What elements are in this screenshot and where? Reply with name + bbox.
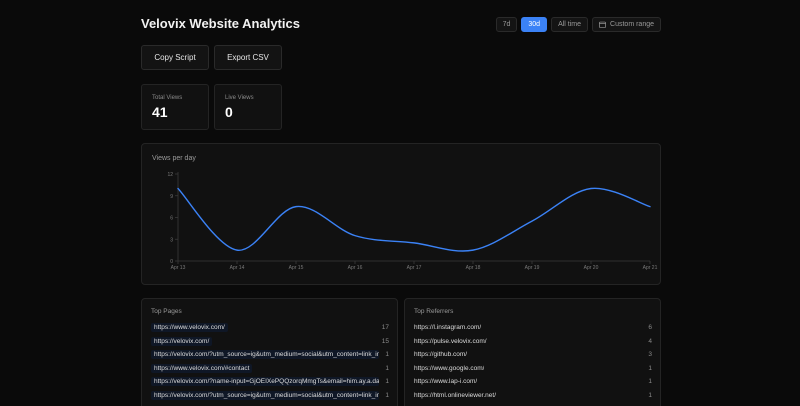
range-30d-button[interactable]: 30d [521,17,548,32]
referrer-url: https://html.onlineviewer.net/ [414,391,497,399]
total-views-value: 41 [152,104,168,120]
referrer-count: 1 [648,391,652,399]
list-item[interactable]: https://www.google.com/1 [414,362,652,376]
top-referrers-title: Top Referrers [414,308,454,315]
stats-row: Total Views 41 Live Views 0 [141,84,282,130]
referrer-url: https://www.google.com/ [414,364,485,372]
top-referrers-panel: Top Referrers https://l.instagram.com/6 … [404,298,661,406]
list-item[interactable]: https://l.instagram.com/6 [414,321,652,335]
list-item[interactable]: https://velovix.com/?utm_source=ig&utm_m… [151,348,389,362]
list-item[interactable]: https://github.com/3 [414,348,652,362]
x-tick-label: Apr 17 [407,265,422,271]
page-count: 1 [385,351,389,359]
list-item[interactable]: https://www.velovix.com/#contact 1 [151,362,389,376]
data-point [236,249,238,251]
range-7d-label: 7d [502,21,511,28]
data-point [649,205,651,207]
action-bar: Copy Script Export CSV [141,45,282,70]
referrer-count: 1 [648,378,652,386]
range-custom-button[interactable]: Custom range [592,17,661,32]
x-tick-label: Apr 16 [348,265,363,271]
data-point [590,187,592,189]
list-item[interactable]: https://velovix.com/?utm_source=ig&utm_m… [151,389,389,403]
y-tick-label: 12 [167,172,173,178]
page-url: https://velovix.com/?utm_source=ig&utm_m… [151,390,380,400]
views-series-line [177,187,651,252]
range-all-time-label: All time [558,21,582,28]
data-point [177,187,179,189]
list-item[interactable]: https://velovix.com/?name-input=GjOEIXeP… [151,375,389,389]
x-tick-label: Apr 18 [466,265,481,271]
x-tick-label: Apr 14 [230,265,245,271]
range-30d-label: 30d [528,21,541,28]
list-item[interactable]: https://www.lap-i.com/1 [414,375,652,389]
page-url: https://velovix.com/?utm_source=ig&utm_m… [151,350,380,360]
x-tick-label: Apr 13 [171,265,186,271]
range-7d-button[interactable]: 7d [495,17,518,32]
referrer-url: https://www.lap-i.com/ [414,378,478,386]
referrer-count: 4 [648,337,652,345]
referrer-url: https://github.com/ [414,351,468,359]
page-url: https://www.velovix.com/ [151,323,228,333]
range-selector: 7d 30d All time Custom range [495,17,661,32]
page-count: 17 [381,324,389,332]
referrer-count: 3 [648,351,652,359]
top-pages-panel: Top Pages https://www.velovix.com/17 htt… [141,298,398,406]
copy-script-button[interactable]: Copy Script [141,45,209,70]
views-line-chart: 0 3 6 9 12 Apr 13 Apr 14 Apr 15 Apr 16 Apr 17 Apr … [167,172,658,271]
data-point [472,249,474,251]
page-count: 1 [385,391,389,399]
page-url: https://velovix.com/?name-input=GjOEIXeP… [151,377,380,387]
page-count: 1 [385,364,389,372]
data-point [295,205,297,207]
total-views-label: Total Views [152,95,183,101]
referrer-count: 6 [648,324,652,332]
referrer-url: https://pulse.velovix.com/ [414,337,487,345]
x-tick-label: Apr 15 [289,265,304,271]
list-item[interactable]: https://www.velovix.com/17 [151,321,389,335]
top-pages-list: https://www.velovix.com/17 https://velov… [151,321,389,402]
page-url: https://www.velovix.com/#contact [151,363,253,373]
live-views-value: 0 [225,104,233,120]
chart-title: Views per day [152,155,196,162]
x-tick-label: Apr 19 [525,265,540,271]
list-item[interactable]: https://html.onlineviewer.net/1 [414,389,652,403]
data-point [354,234,356,236]
referrer-count: 1 [648,364,652,372]
total-views-card: Total Views 41 [141,84,209,130]
y-tick-label: 9 [170,194,173,200]
x-tick-label: Apr 20 [584,265,599,271]
calendar-icon [599,21,606,28]
top-referrers-list: https://l.instagram.com/6 https://pulse.… [414,321,652,402]
x-tick-label: Apr 21 [643,265,658,271]
live-views-label: Live Views [225,95,254,101]
range-all-time-button[interactable]: All time [551,17,589,32]
referrer-url: https://l.instagram.com/ [414,324,482,332]
list-item[interactable]: https://velovix.com/15 [151,335,389,349]
page-count: 15 [381,337,389,345]
y-tick-label: 0 [170,259,173,265]
data-point [413,242,415,244]
page-count: 1 [385,378,389,386]
top-pages-title: Top Pages [151,308,182,315]
list-item[interactable]: https://pulse.velovix.com/4 [414,335,652,349]
page-title: Velovix Website Analytics [141,16,300,31]
range-custom-label: Custom range [610,21,654,28]
export-csv-button[interactable]: Export CSV [214,45,282,70]
data-point [531,220,533,222]
y-tick-label: 6 [170,216,173,222]
page-url: https://velovix.com/ [151,336,213,346]
y-tick-label: 3 [170,237,173,243]
views-chart-card: Views per day 0 3 6 9 12 Apr 13 Apr 14 Apr 15 Ap… [141,143,661,285]
live-views-card: Live Views 0 [214,84,282,130]
